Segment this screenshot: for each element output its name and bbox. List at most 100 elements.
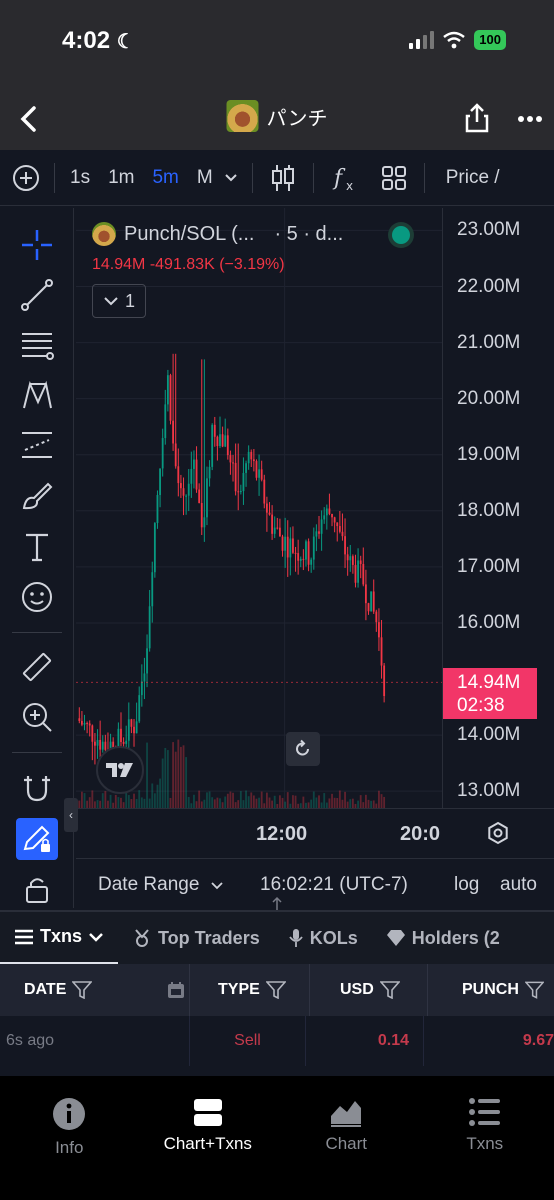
- pattern-tool[interactable]: [18, 376, 56, 414]
- chart-canvas[interactable]: Punch/SOL (... · 5 · d... 14.94M -491.83…: [76, 208, 442, 808]
- indicators-toggle[interactable]: 1: [92, 284, 146, 318]
- share-icon[interactable]: [462, 102, 492, 134]
- legend-interval: · 5 · d...: [274, 222, 344, 245]
- volume-bar: [341, 799, 344, 808]
- layouts-icon[interactable]: [380, 164, 408, 192]
- candle-body: [135, 721, 138, 734]
- market-status-dot[interactable]: [392, 226, 410, 244]
- tab-kols[interactable]: KOLs: [274, 911, 372, 965]
- reset-chart-button[interactable]: [286, 732, 320, 766]
- candle-body: [101, 741, 104, 750]
- projection-tool[interactable]: [18, 426, 56, 464]
- volume-bar: [187, 796, 190, 808]
- candle-body: [346, 554, 349, 561]
- volume-bar: [122, 802, 125, 808]
- tab-top-traders[interactable]: Top Traders: [118, 911, 274, 965]
- volume-bar: [245, 790, 247, 808]
- candle-body: [156, 494, 159, 524]
- nav-chart-txns[interactable]: Chart+Txns: [139, 1076, 278, 1200]
- tab-txns[interactable]: Txns: [0, 911, 119, 965]
- divider: [251, 162, 253, 193]
- zoom-tool[interactable]: [18, 698, 56, 736]
- candle-body: [164, 404, 167, 439]
- table-row[interactable]: 6s ago Sell 0.14 9.67: [0, 1016, 554, 1066]
- brush-tool[interactable]: [18, 476, 56, 514]
- filter-icon[interactable]: [379, 981, 400, 999]
- header-usd[interactable]: USD: [310, 964, 428, 1016]
- candle-body: [372, 591, 375, 612]
- fib-tool[interactable]: [18, 326, 56, 364]
- log-scale-toggle[interactable]: log: [454, 874, 480, 895]
- volume-bar: [331, 793, 333, 808]
- moon-icon: ☾: [116, 31, 135, 53]
- lock-icon: [26, 878, 48, 903]
- measure-tool[interactable]: [18, 648, 56, 686]
- volume-bar: [130, 798, 133, 808]
- candle-body: [250, 451, 253, 460]
- time-label: 20:0: [400, 823, 441, 845]
- nav-info[interactable]: Info: [0, 1076, 139, 1200]
- price-toggle[interactable]: Price /: [445, 166, 500, 188]
- trend-line-tool[interactable]: [18, 276, 56, 314]
- indicators-icon[interactable]: f x: [330, 163, 360, 193]
- volume-bar: [200, 801, 203, 808]
- volume-bar: [140, 797, 143, 808]
- header-type[interactable]: TYPE: [190, 964, 310, 1016]
- clock-timezone[interactable]: 16:02:21 (UTC-7): [260, 874, 408, 895]
- magnet-tool[interactable]: [18, 770, 56, 808]
- nav-txns[interactable]: Txns: [416, 1076, 554, 1200]
- header-date[interactable]: DATE: [0, 964, 190, 1016]
- time-axis[interactable]: 12:00 20:0: [76, 808, 554, 858]
- interval-M[interactable]: M: [196, 166, 213, 188]
- battery-indicator: 100: [474, 30, 506, 50]
- emoji-tool[interactable]: [18, 578, 56, 616]
- candle-body: [239, 491, 242, 493]
- volume-bar: [310, 799, 313, 808]
- list-icon: [468, 1098, 500, 1126]
- auto-scale-toggle[interactable]: auto: [500, 874, 537, 895]
- divider: [54, 162, 55, 193]
- filter-icon[interactable]: [265, 981, 286, 999]
- volume-bar: [127, 795, 130, 808]
- legend-symbol[interactable]: Punch/SOL (...: [124, 222, 255, 245]
- candle-body: [193, 459, 195, 469]
- volume-bar: [94, 801, 96, 808]
- tab-holders[interactable]: Holders (2: [372, 911, 514, 965]
- tradingview-logo[interactable]: [96, 746, 144, 794]
- price-axis[interactable]: 14.94M 02:38 23.00M 22.00M 21.00M 20.00M 19.…: [442, 208, 554, 808]
- date-range-button[interactable]: Date Range: [98, 874, 223, 896]
- volume-bar: [182, 745, 185, 808]
- settings-icon[interactable]: [486, 821, 510, 845]
- filter-icon[interactable]: [524, 981, 544, 999]
- volume-bar: [166, 750, 169, 808]
- back-icon[interactable]: [18, 105, 40, 133]
- text-tool[interactable]: [18, 528, 56, 566]
- more-icon[interactable]: [517, 115, 543, 123]
- wifi-icon: [443, 31, 466, 49]
- filter-icon[interactable]: [72, 981, 93, 999]
- interval-1s[interactable]: 1s: [70, 166, 91, 188]
- chevron-down-icon[interactable]: [224, 173, 238, 183]
- candle-body: [341, 531, 344, 537]
- volume-bar: [216, 797, 219, 808]
- candle-body: [99, 739, 102, 750]
- price-label: 23.00M: [457, 219, 521, 241]
- drawing-toolbar: [0, 208, 74, 908]
- candles-icon[interactable]: [269, 163, 297, 193]
- volume-bar: [107, 800, 109, 808]
- nav-chart[interactable]: Chart: [277, 1076, 416, 1200]
- volume-bar: [185, 757, 188, 808]
- header-punch[interactable]: PUNCH: [428, 964, 554, 1016]
- volume-bar: [239, 791, 242, 808]
- add-symbol-icon[interactable]: [12, 164, 40, 192]
- volume-bar: [221, 802, 224, 808]
- crosshair-tool[interactable]: [18, 226, 56, 264]
- collapse-toolbar-button[interactable]: ‹: [64, 798, 78, 832]
- interval-5m[interactable]: 5m: [152, 166, 179, 188]
- lock-tool[interactable]: [18, 870, 56, 908]
- volume-bar: [120, 797, 122, 808]
- candle-body: [80, 720, 83, 725]
- interval-1m[interactable]: 1m: [108, 166, 135, 188]
- lock-drawing-tool[interactable]: [16, 818, 58, 860]
- calendar-icon[interactable]: [167, 981, 185, 999]
